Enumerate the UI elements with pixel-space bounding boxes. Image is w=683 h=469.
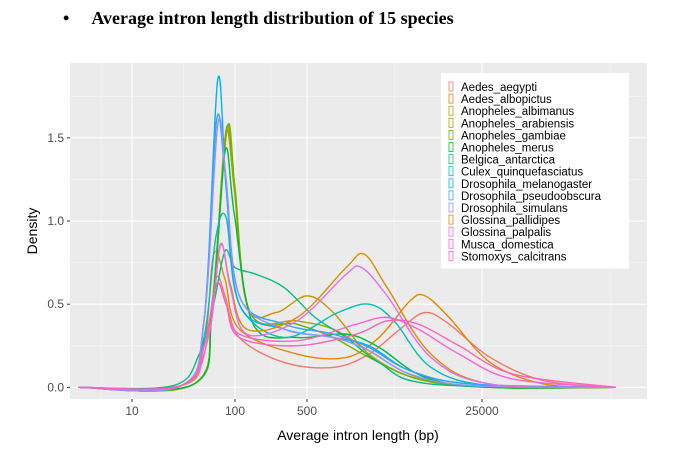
legend-label: Anopheles_albimanus xyxy=(461,106,574,118)
bullet-icon: • xyxy=(63,8,70,28)
legend: Aedes_aegyptiAedes_albopictusAnopheles_a… xyxy=(441,73,629,269)
legend-label: Musca_domestica xyxy=(461,239,554,251)
legend-label: Belgica_antarctica xyxy=(461,155,556,167)
axes: 0.0 0.5 1.0 1.5 10 100 500 25000 xyxy=(47,131,499,418)
legend-key xyxy=(448,129,454,140)
legend-key xyxy=(448,93,454,104)
legend-label: Anopheles_merus xyxy=(461,143,554,155)
legend-label: Aedes_aegypti xyxy=(461,82,537,94)
legend-label: Culex_quinquefasciatus xyxy=(461,167,583,179)
legend-key xyxy=(448,81,454,92)
slide-title: • Average intron length distribution of 1… xyxy=(63,8,454,29)
series-line-stomoxys-calcitrans xyxy=(78,282,617,390)
tick-label-x: 100 xyxy=(225,404,245,418)
series-line-glossina-palpalis xyxy=(78,242,617,391)
legend-key xyxy=(448,190,454,201)
legend-key xyxy=(448,105,454,116)
chart-title: Average intron length distribution of 15… xyxy=(91,8,454,28)
series-line-belgica-antarctica xyxy=(78,249,617,390)
tick-label-y: 1.5 xyxy=(47,131,64,145)
legend-key xyxy=(448,117,454,128)
tick-label-x: 25000 xyxy=(465,404,499,418)
series-line-culex-quinquefasciatus xyxy=(78,212,616,391)
legend-label: Glossina_palpalis xyxy=(461,227,551,239)
legend-label: Aedes_albopictus xyxy=(461,94,552,106)
legend-label: Drosophila_simulans xyxy=(461,203,568,215)
legend-box xyxy=(441,73,629,269)
legend-key xyxy=(448,202,454,213)
legend-label: Drosophila_melanogaster xyxy=(461,179,592,191)
tick-label-y: 1.0 xyxy=(47,214,64,228)
legend-key xyxy=(448,166,454,177)
legend-label: Glossina_pallidipes xyxy=(461,215,560,227)
legend-key xyxy=(448,226,454,237)
y-axis-title: Density xyxy=(24,208,40,255)
legend-key xyxy=(448,238,454,249)
legend-label: Anopheles_gambiae xyxy=(461,130,566,142)
tick-label-x: 500 xyxy=(297,404,317,418)
tick-label-y: 0.5 xyxy=(47,297,64,311)
tick-label-y: 0.0 xyxy=(47,380,64,394)
x-axis-title: Average intron length (bp) xyxy=(277,427,439,443)
series-line-drosophila-simulans xyxy=(78,117,616,392)
legend-label: Anopheles_arabiensis xyxy=(461,118,574,130)
tick-label-x: 10 xyxy=(125,404,139,418)
legend-key xyxy=(448,214,454,225)
series-lines xyxy=(78,75,617,392)
legend-label: Drosophila_pseudoobscura xyxy=(461,191,602,203)
legend-key xyxy=(448,142,454,152)
legend-key xyxy=(448,178,454,189)
legend-key xyxy=(448,154,454,165)
legend-key xyxy=(448,250,454,261)
legend-label: Stomoxys_calcitrans xyxy=(461,251,567,263)
